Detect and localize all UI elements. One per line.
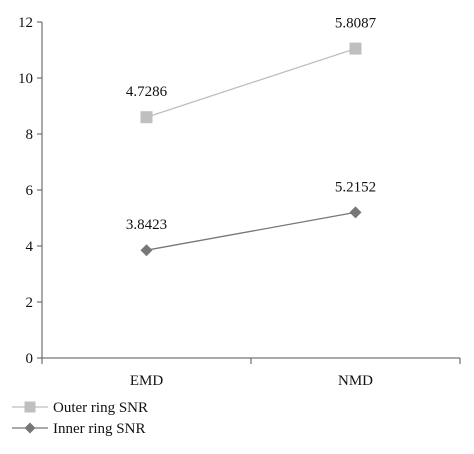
- y-tick-label: 0: [26, 351, 34, 367]
- x-tick-label: EMD: [130, 373, 164, 389]
- inner-ring-snr-data-label: 5.2152: [335, 179, 376, 195]
- legend-label-outer-ring-snr: Outer ring SNR: [53, 400, 148, 416]
- y-tick-label: 10: [18, 71, 33, 87]
- legend: Outer ring SNR Inner ring SNR: [12, 400, 148, 437]
- inner-ring-snr-point: [140, 244, 153, 257]
- plot-area: 0 2 4 6 8 10 12 EMD NMD 4.7286 5.8087 3.8423 5.2152: [18, 15, 461, 389]
- x-tick-label: NMD: [338, 373, 373, 389]
- outer-ring-snr-line: [146, 47, 356, 118]
- legend-label-inner-ring-snr: Inner ring SNR: [53, 421, 146, 437]
- inner-ring-snr-point: [349, 206, 362, 219]
- legend-marker-inner-ring-snr: [24, 422, 36, 434]
- outer-ring-snr-data-label: 5.8087: [335, 16, 377, 32]
- y-tick-label: 12: [18, 15, 33, 31]
- legend-marker-outer-ring-snr: [24, 401, 36, 413]
- inner-ring-snr-data-label: 3.8423: [126, 217, 167, 233]
- y-tick-label: 8: [26, 127, 34, 143]
- y-tick-label: 4: [26, 239, 34, 255]
- inner-ring-snr-line: [146, 211, 356, 251]
- outer-ring-snr-point: [349, 42, 362, 55]
- outer-ring-snr-point: [140, 111, 153, 124]
- outer-ring-snr-data-label: 4.7286: [126, 84, 168, 100]
- y-tick-label: 2: [26, 295, 34, 311]
- y-tick-label: 6: [26, 183, 34, 199]
